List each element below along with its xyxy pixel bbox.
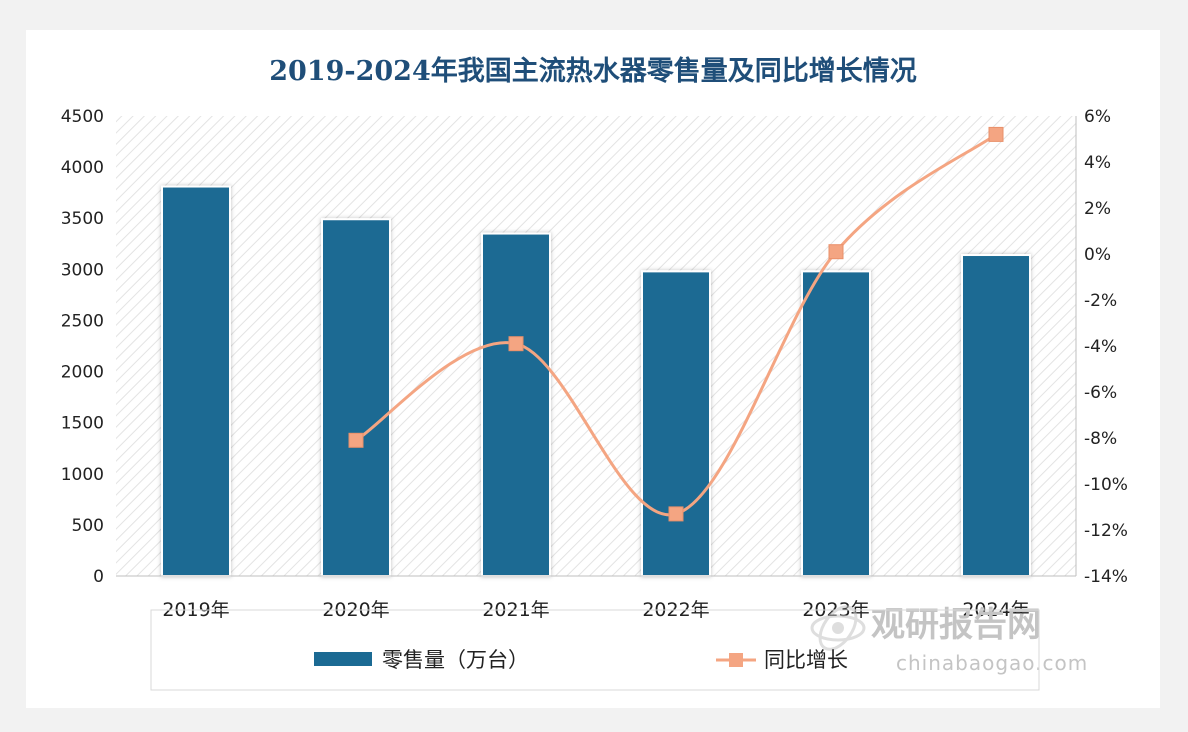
line-point (988, 126, 1004, 142)
bar (961, 254, 1031, 577)
y-right-tick-label: -8% (1084, 429, 1117, 449)
y-right-tick-label: -4% (1084, 337, 1117, 357)
y-left-tick-label: 1000 (61, 465, 104, 485)
y-right-tick-label: -2% (1084, 291, 1117, 311)
y-right-tick-label: -14% (1084, 567, 1128, 587)
chart-title: 2019-2024年我国主流热水器零售量及同比增长情况 (269, 55, 917, 87)
watermark-logo-icon (810, 605, 866, 651)
legend-item-bar: 零售量（万台） (314, 648, 529, 672)
y-left-tick-label: 500 (72, 516, 104, 536)
watermark-text-cn: 观研报告网 (871, 605, 1041, 645)
bar (481, 232, 551, 578)
line-series (348, 126, 1004, 522)
bar (641, 270, 711, 577)
line-point (348, 432, 364, 448)
line-point (508, 336, 524, 352)
chart-card: 2019-2024年我国主流热水器零售量及同比增长情况 0 500 1000 1500… (26, 30, 1160, 708)
y-right-tick-label: 2% (1084, 199, 1111, 219)
chart: 2019-2024年我国主流热水器零售量及同比增长情况 0 500 1000 1500… (61, 55, 1128, 691)
y-right-tick-label: 4% (1084, 153, 1111, 173)
plot-area (116, 116, 1076, 576)
y-right-tick-label: 6% (1084, 107, 1111, 127)
watermark-text-en: chinabaogao.com (896, 651, 1088, 675)
y-right-tick-label: -12% (1084, 521, 1128, 541)
y-right-tick-label: -6% (1084, 383, 1117, 403)
y-left-tick-label: 4000 (61, 158, 104, 178)
legend-box (150, 609, 1040, 691)
y-left-tick-label: 3500 (61, 209, 104, 229)
bar-series (161, 185, 1031, 578)
y-left-tick-label: 2500 (61, 311, 104, 331)
legend-swatch-bar (314, 652, 372, 666)
legend-label-bar: 零售量（万台） (382, 648, 529, 672)
bar (161, 185, 231, 578)
y-axis-left: 0 500 1000 1500 2000 2500 3000 3500 4000 4500 (61, 107, 104, 587)
y-right-tick-label: 0% (1084, 245, 1111, 265)
legend-label-line: 同比增长 (764, 648, 848, 672)
y-left-tick-label: 1500 (61, 414, 104, 434)
y-left-tick-label: 0 (93, 567, 104, 587)
y-right-tick-label: -10% (1084, 475, 1128, 495)
legend-marker (729, 653, 743, 667)
y-left-tick-label: 2000 (61, 363, 104, 383)
y-axis-right: -14% -12% -10% -8% -6% -4% -2% 0% 2% 4% 6% (1084, 107, 1128, 587)
watermark: 观研报告网 chinabaogao.com (810, 605, 1088, 675)
line-point (828, 244, 844, 260)
y-left-tick-label: 3000 (61, 260, 104, 280)
line-point (668, 506, 684, 522)
y-left-tick-label: 4500 (61, 107, 104, 127)
bar (321, 218, 391, 577)
bar (801, 270, 871, 577)
legend-item-line: 同比增长 (716, 648, 848, 672)
